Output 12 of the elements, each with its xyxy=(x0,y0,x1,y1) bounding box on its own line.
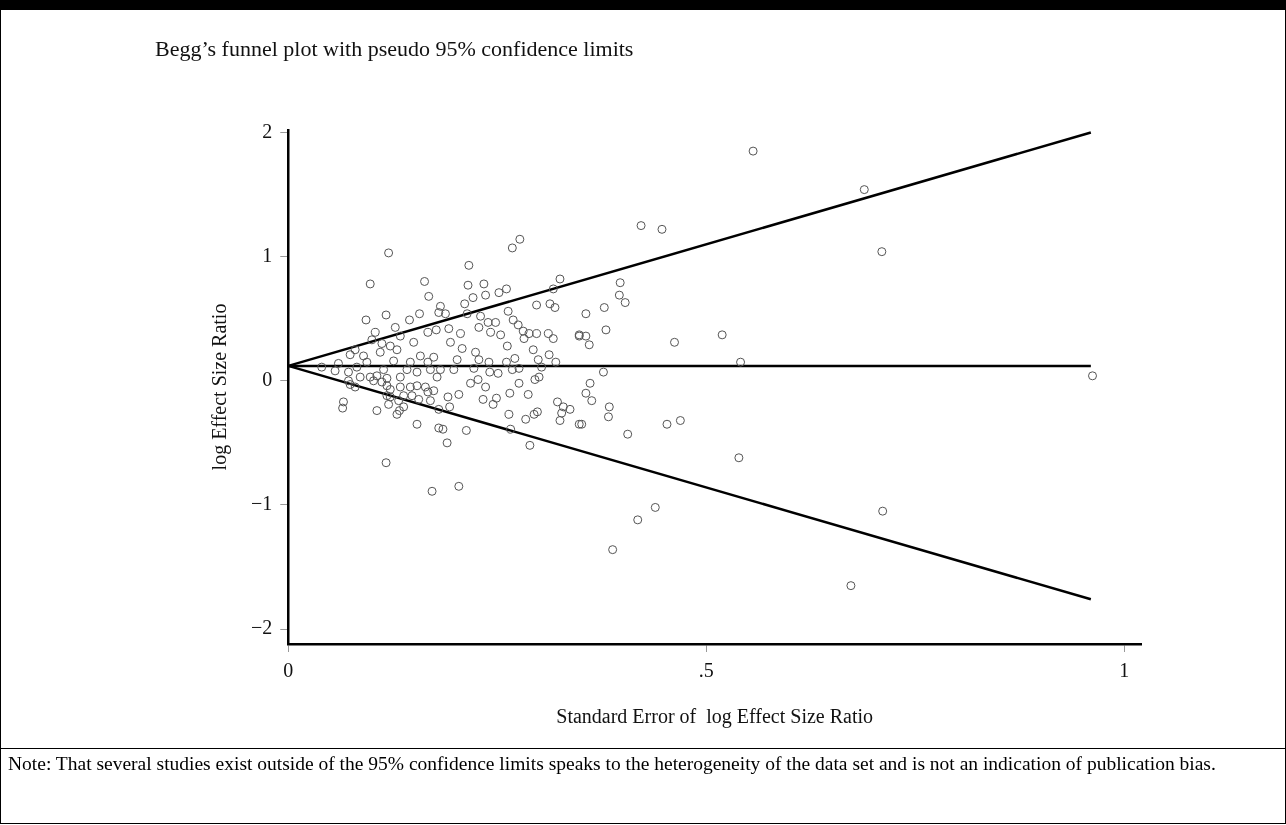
text: Note: That several studies exist outside of the 95% confidence limits speaks to the heterogeneity of the data set and is not an indication of publication bias. xyxy=(0,748,1286,776)
y-tick-label: 1 xyxy=(262,243,273,266)
x-tick-label: 1 xyxy=(1119,659,1130,682)
y-tick-label: −1 xyxy=(251,492,273,515)
y-axis-title: log Effect Size Ratio xyxy=(208,303,232,471)
y-tick-label: −2 xyxy=(251,616,273,639)
x-axis-title: Standard Error of log Effect Size Ratio xyxy=(556,705,874,729)
x-tick-label: 0 xyxy=(283,659,294,682)
chart-title: Begg’s funnel plot with pseudo 95% confidence limits xyxy=(155,36,634,62)
y-tick-label: 0 xyxy=(262,368,273,391)
y-tick-label: 2 xyxy=(262,119,273,142)
x-tick-label: .5 xyxy=(698,659,714,682)
